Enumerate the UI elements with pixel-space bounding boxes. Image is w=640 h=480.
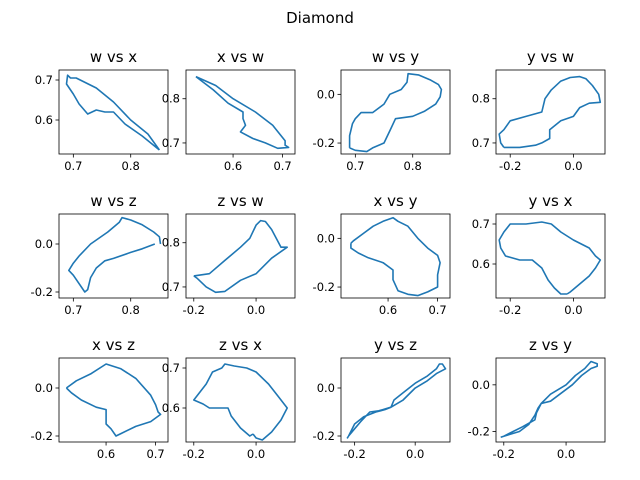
y-tick-label: 0.0 [35, 381, 53, 395]
panel-title: z vs w [217, 192, 263, 210]
axes-frame [495, 69, 606, 155]
x-tick-label: -0.2 [183, 447, 205, 461]
y-tick-label: -0.2 [31, 285, 53, 299]
y-tick-label: 0.6 [162, 401, 180, 415]
x-tick-label: 0.6 [97, 447, 115, 461]
series-line [350, 216, 441, 297]
axes-frame [340, 357, 451, 443]
y-tick-label: 0.7 [162, 280, 180, 294]
panel-title: z vs y [529, 336, 572, 354]
panels-grid: w vs x0.7 0.80.60.7x vs w0.6 0.70.70.8w vs… [31, 48, 606, 461]
y-tick-label: -0.2 [313, 280, 335, 294]
x-tick-label: 0.7 [428, 303, 446, 317]
x-tick-label: 0.8 [122, 303, 140, 317]
panel: y vs x -0.2 0.0 0.6 0.7 [472, 192, 606, 317]
y-tick-label: 0.7 [162, 136, 180, 150]
series-line [68, 216, 162, 293]
panel-title: y vs z [374, 336, 417, 354]
x-tick-label: 0.0 [564, 303, 582, 317]
x-tick-label: 0.7 [64, 303, 82, 317]
panel: w vs y 0.7 0.8 -0.2 0.0 [313, 48, 451, 173]
panel-title: x vs z [92, 336, 135, 354]
x-tick-label: -0.2 [183, 303, 205, 317]
x-tick-label: 0.7 [346, 159, 364, 173]
y-tick-label: 0.0 [35, 237, 53, 251]
axes-frame [58, 357, 169, 443]
panel-title: w vs y [372, 48, 419, 66]
axes-frame [495, 357, 606, 443]
figure-title: Diamond [286, 9, 354, 27]
axes-frame [495, 213, 606, 299]
panel: z vs x -0.2 0.0 0.6 0.7 [162, 336, 296, 461]
x-tick-label: 0.0 [247, 447, 265, 461]
x-tick-label: 0.6 [224, 159, 242, 173]
y-tick-label: 0.6 [472, 257, 490, 271]
x-tick-label: -0.2 [343, 447, 365, 461]
panel-title: y vs w [527, 48, 574, 66]
axes-frame [340, 213, 451, 299]
panel: z vs y -0.2 0.0 -0.2 0.0 [468, 336, 606, 461]
y-tick-label: -0.2 [313, 429, 335, 443]
y-tick-label: 0.8 [162, 92, 180, 106]
x-tick-label: 0.0 [557, 447, 575, 461]
y-tick-label: 0.0 [317, 231, 335, 245]
y-tick-label: 0.0 [317, 87, 335, 101]
axes-frame [340, 69, 451, 155]
series-line [348, 72, 443, 153]
axes-frame [58, 69, 169, 155]
series-line [195, 75, 290, 150]
panel: y vs w -0.2 0.0 0.7 0.8 [472, 48, 606, 173]
panel-title: z vs x [219, 336, 262, 354]
x-tick-label: -0.2 [499, 159, 521, 173]
axes-frame [185, 357, 296, 443]
y-tick-label: 0.7 [162, 361, 180, 375]
x-tick-label: -0.2 [493, 447, 515, 461]
y-tick-label: -0.2 [31, 429, 53, 443]
y-tick-label: -0.2 [313, 136, 335, 150]
y-tick-label: 0.0 [472, 378, 490, 392]
x-tick-label: 0.0 [406, 447, 424, 461]
x-tick-label: 0.7 [64, 159, 82, 173]
axes-frame [185, 69, 296, 155]
series-line [65, 363, 162, 437]
panel: z vs w -0.2 0.0 0.7 0.8 [162, 192, 296, 317]
y-tick-label: 0.0 [317, 381, 335, 395]
x-tick-label: -0.2 [499, 303, 521, 317]
series-line [346, 363, 447, 439]
series-line [498, 75, 602, 149]
panel: y vs z -0.2 0.0 -0.2 0.0 [313, 336, 451, 461]
panel-title: y vs x [529, 192, 573, 210]
y-tick-label: 0.7 [472, 136, 490, 150]
y-tick-label: 0.7 [35, 73, 53, 87]
panel-title: x vs y [374, 192, 418, 210]
series-line [65, 74, 161, 151]
axes-frame [185, 213, 296, 299]
y-tick-label: 0.6 [35, 113, 53, 127]
series-line [193, 363, 288, 441]
axes-frame [58, 213, 169, 299]
x-tick-label: 0.8 [404, 159, 422, 173]
panel-title: x vs w [217, 48, 264, 66]
series-line [498, 221, 602, 295]
series-line [193, 219, 288, 294]
panel: w vs x 0.7 0.8 0.6 0.7 [35, 48, 169, 173]
panel-title: w vs z [90, 192, 136, 210]
series-line [500, 360, 598, 439]
x-tick-label: 0.6 [379, 303, 397, 317]
x-tick-label: 0.0 [247, 303, 265, 317]
y-tick-label: 0.8 [472, 92, 490, 106]
panel-title: w vs x [90, 48, 137, 66]
panel: x vs z 0.6 0.7 -0.2 0.0 [31, 336, 169, 461]
y-tick-label: -0.2 [468, 425, 490, 439]
y-tick-label: 0.8 [162, 236, 180, 250]
panel: x vs w 0.6 0.7 0.7 0.8 [162, 48, 296, 173]
panel: w vs z 0.7 0.8 -0.2 0.0 [31, 192, 169, 317]
x-tick-label: 0.7 [273, 159, 291, 173]
x-tick-label: 0.7 [146, 447, 164, 461]
x-tick-label: 0.8 [122, 159, 140, 173]
panel: x vs y 0.6 0.7 -0.2 0.0 [313, 192, 451, 317]
y-tick-label: 0.7 [472, 217, 490, 231]
x-tick-label: 0.0 [564, 159, 582, 173]
